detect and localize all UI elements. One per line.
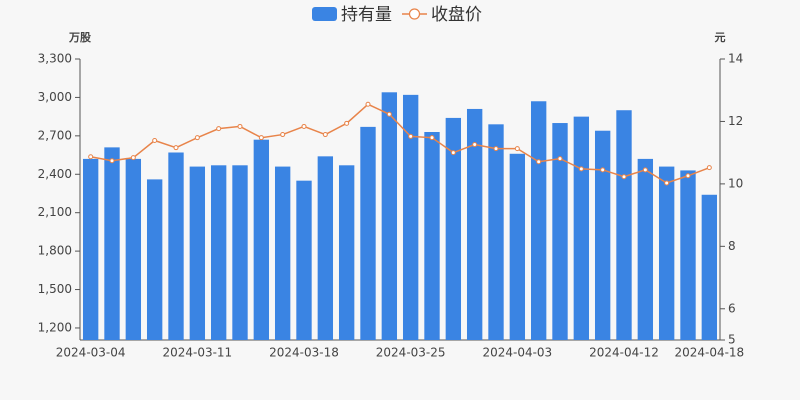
price-point <box>301 123 307 129</box>
y-tick-label: 1,500 <box>38 282 72 296</box>
y2-tick-label: 5 <box>728 333 736 347</box>
legend-label: 收盘价 <box>431 5 482 25</box>
y2-tick-label: 10 <box>728 176 743 190</box>
price-point <box>642 167 648 173</box>
y-tick-label: 2,700 <box>38 128 72 142</box>
bar <box>338 165 355 340</box>
bar <box>360 126 376 340</box>
x-tick-label: 2024-03-25 <box>376 346 446 360</box>
bar <box>680 170 696 340</box>
bar <box>616 110 632 341</box>
price-point <box>429 135 435 141</box>
price-point <box>322 132 328 138</box>
bar <box>274 166 291 340</box>
price-point <box>578 166 584 172</box>
y2-tick-label: 14 <box>728 52 743 66</box>
price-point <box>173 145 179 151</box>
price-point <box>109 158 115 164</box>
bar <box>509 153 526 340</box>
price-point <box>536 159 542 165</box>
bar <box>82 158 99 340</box>
price-line <box>90 103 710 184</box>
bar <box>210 165 227 340</box>
price-point <box>237 123 243 129</box>
x-tick-label: 2024-04-12 <box>589 346 659 360</box>
bar <box>552 123 568 340</box>
bar <box>701 194 718 340</box>
bar <box>637 158 654 340</box>
bar <box>402 94 419 340</box>
y-tick-label: 1,800 <box>38 244 72 258</box>
bar <box>168 152 184 340</box>
bar <box>189 166 206 340</box>
price-point <box>685 173 691 179</box>
bar <box>594 130 611 340</box>
price-point <box>408 133 414 139</box>
price-point <box>557 156 563 162</box>
x-tick-label: 2024-03-04 <box>56 346 126 360</box>
y-tick-label: 1,200 <box>38 320 72 334</box>
bar <box>125 158 142 340</box>
price-point <box>664 180 670 186</box>
bar <box>530 101 547 341</box>
bar <box>658 166 675 340</box>
price-point <box>194 135 200 141</box>
y-axis-unit: 万股 <box>68 31 92 44</box>
y-tick-label: 2,400 <box>38 167 72 181</box>
bar <box>573 116 590 340</box>
price-point <box>514 146 520 152</box>
legend-label: 持有量 <box>341 5 392 25</box>
y2-axis-unit: 元 <box>715 31 726 44</box>
x-tick-label: 2024-04-18 <box>674 346 744 360</box>
y2-tick-label: 12 <box>728 114 743 128</box>
bar <box>381 92 398 340</box>
price-point <box>365 101 371 107</box>
price-point <box>472 142 478 148</box>
y-tick-label: 3,000 <box>38 90 72 104</box>
bar <box>488 124 504 340</box>
price-point <box>258 135 264 141</box>
y2-tick-label: 8 <box>728 239 736 253</box>
x-tick-label: 2024-03-18 <box>269 346 339 360</box>
price-point <box>450 150 456 156</box>
price-point <box>216 126 222 132</box>
x-tick-label: 2024-03-11 <box>162 346 232 360</box>
bar <box>104 147 120 340</box>
bar <box>466 108 483 340</box>
price-point <box>706 165 712 171</box>
bar <box>445 117 462 340</box>
price-point <box>280 132 286 138</box>
y-tick-label: 2,100 <box>38 205 72 219</box>
y-tick-label: 3,300 <box>38 52 72 66</box>
bar <box>296 180 312 340</box>
price-point <box>493 146 499 152</box>
legend-swatch <box>408 8 421 20</box>
price-point <box>152 137 158 143</box>
x-tick-label: 2024-04-03 <box>482 346 552 360</box>
price-point <box>600 167 606 173</box>
bar <box>317 156 334 340</box>
price-point <box>386 111 392 117</box>
bar <box>232 165 248 340</box>
price-point <box>130 155 136 161</box>
bar <box>253 139 270 340</box>
bar <box>146 179 163 340</box>
y2-tick-label: 6 <box>728 301 736 315</box>
legend-swatch <box>312 7 337 21</box>
price-point <box>344 120 350 126</box>
price-point <box>88 154 94 160</box>
price-point <box>621 174 627 180</box>
bar <box>424 132 440 340</box>
